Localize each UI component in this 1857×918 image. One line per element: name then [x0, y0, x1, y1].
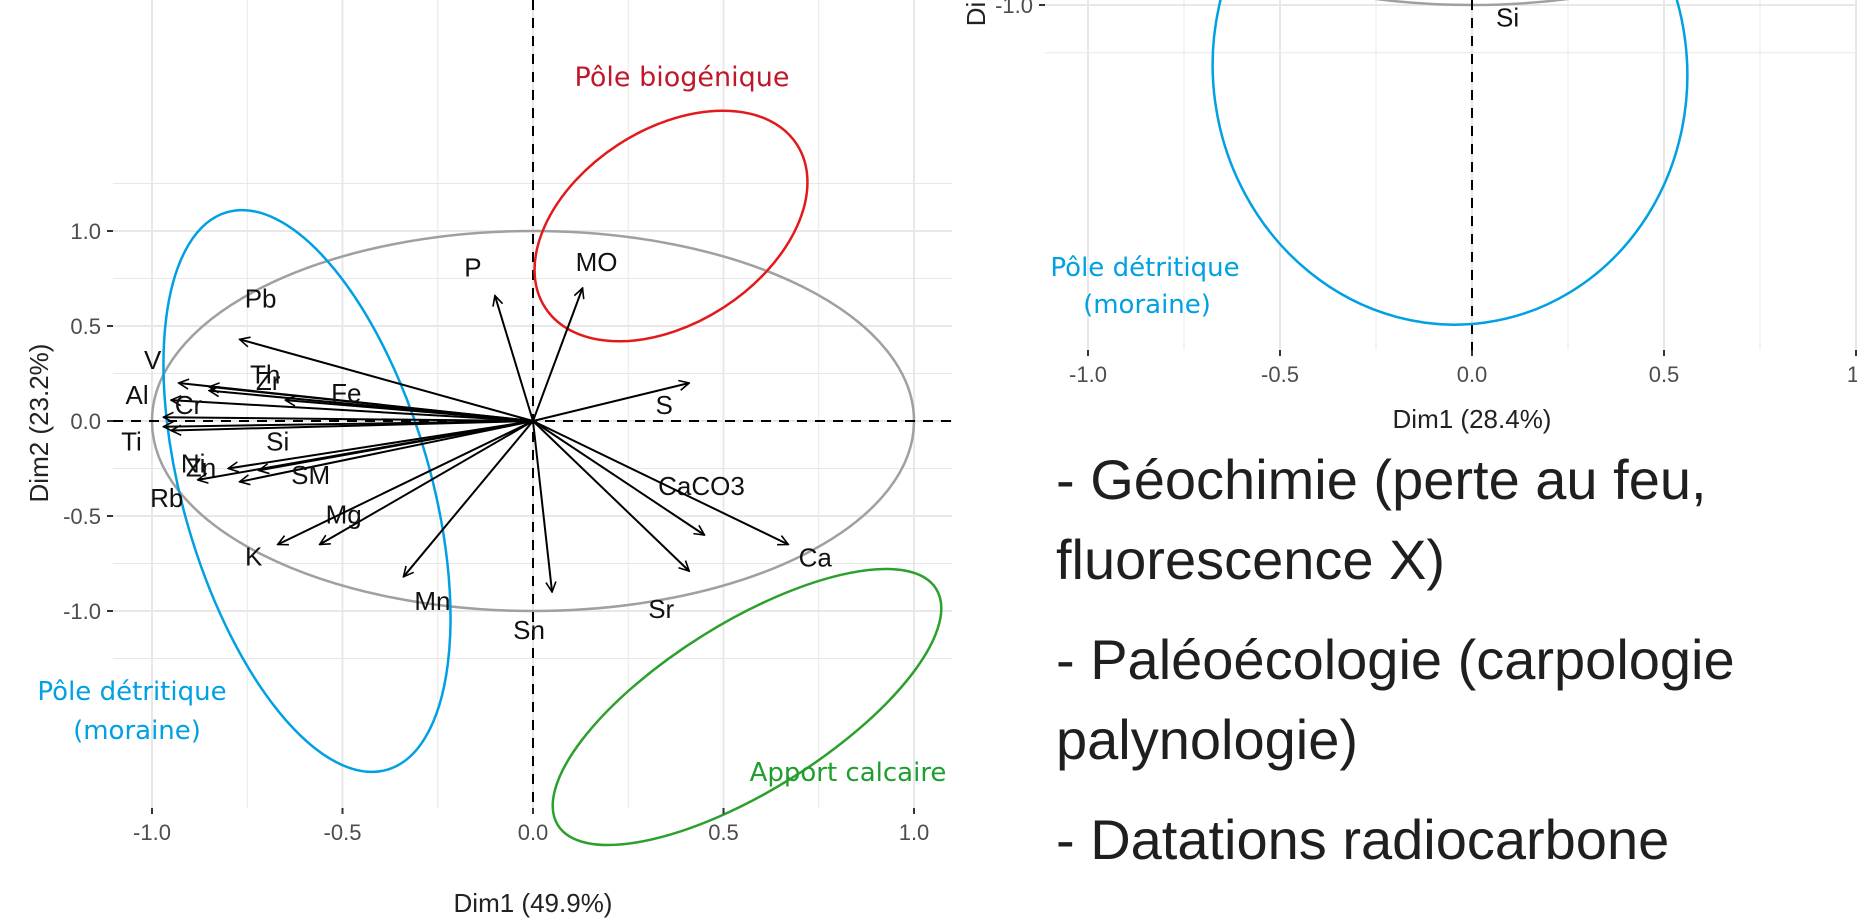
loading-arrow-rb — [198, 420, 534, 480]
variable-label: Ni — [181, 449, 206, 479]
x-tick-label: 0.5 — [1649, 362, 1680, 387]
variable-label: SM — [291, 460, 330, 490]
variable-label: Fe — [331, 378, 361, 408]
x-axis-title-right: Dim1 (28.4%) — [1393, 404, 1552, 434]
group-label-detritic-left: Pôle détritique — [37, 677, 226, 707]
loading-arrow-sn — [532, 420, 552, 592]
y-tick-label: 1.0 — [70, 219, 101, 244]
variable-label: CaCO3 — [658, 471, 745, 501]
loading-arrow-mg — [320, 420, 534, 545]
bullet-line: palynologie) — [1056, 708, 1358, 771]
variable-label: Si — [1496, 3, 1519, 33]
variable-label: P — [464, 253, 481, 283]
variable-label: Rb — [150, 483, 183, 513]
loading-arrow-ca — [532, 420, 788, 545]
bullet-geochemistry: - Géochimie (perte au feu, fluorescence … — [1056, 440, 1856, 600]
variable-label: MO — [576, 247, 618, 277]
loading-arrow-al — [171, 400, 534, 422]
group-label-detritic-left-2: (moraine) — [73, 716, 201, 746]
bullet-line: - Géochimie (perte au feu, — [1056, 448, 1707, 511]
group-label-calcaire: Apport calcaire — [750, 758, 947, 788]
x-tick-label: 0.0 — [1457, 362, 1488, 387]
loading-arrow-cr — [163, 417, 534, 421]
group-ellipse — [1211, 0, 1689, 326]
loading-arrow-k — [278, 420, 534, 545]
loading-arrow-pb — [240, 339, 534, 422]
y-tick-label: -1.0 — [995, 0, 1033, 18]
variable-label: Th — [250, 360, 280, 390]
variable-label: K — [245, 542, 263, 572]
x-tick-label: 1.0 — [899, 820, 930, 845]
variable-label: Al — [125, 380, 148, 410]
x-tick-label: 0.0 — [518, 820, 549, 845]
y-axis-title-right: Di — [961, 2, 991, 27]
x-tick-label: -1.0 — [133, 820, 171, 845]
variable-label: Sn — [513, 615, 545, 645]
method-bullet-list: - Géochimie (perte au feu, fluorescence … — [1056, 440, 1856, 880]
variable-label: Si — [266, 426, 289, 456]
group-label-detritic-right: Pôle détritique — [1050, 253, 1239, 283]
variable-label: Cr — [175, 390, 203, 420]
x-tick-label: 0.5 — [708, 820, 739, 845]
variable-label: Mg — [326, 500, 362, 530]
y-tick-label: 0.5 — [70, 314, 101, 339]
y-tick-label: -1.0 — [63, 599, 101, 624]
variable-label: Pb — [245, 283, 277, 313]
loading-arrow-mn — [403, 420, 534, 577]
group-label-detritic-right-2: (moraine) — [1083, 290, 1211, 320]
x-tick-label: -0.5 — [324, 820, 362, 845]
variable-label: Mn — [414, 586, 450, 616]
x-tick-label: 1. — [1847, 362, 1857, 387]
bullet-line: - Datations radiocarbone — [1056, 808, 1670, 871]
group-ellipse — [551, 567, 943, 847]
loading-arrow-s — [532, 383, 689, 422]
plot-panel — [1045, 0, 1857, 350]
variable-label: S — [656, 390, 673, 420]
group-ellipse — [533, 109, 809, 343]
variable-label: V — [144, 345, 162, 375]
y-tick-label: -0.5 — [63, 504, 101, 529]
pca-chart-right: NiCrAlMgRbKSi-1.0-0.50.00.51.-0.5-1.0 — [995, 0, 1857, 387]
group-ellipse — [162, 208, 452, 774]
loading-arrow-sm — [240, 420, 534, 482]
loading-arrow-mo — [532, 288, 583, 422]
loading-arrow-zn — [171, 420, 534, 431]
x-tick-label: -0.5 — [1261, 362, 1299, 387]
x-tick-label: -1.0 — [1069, 362, 1107, 387]
loading-arrow-p — [495, 296, 534, 422]
bullet-line: fluorescence X) — [1056, 528, 1446, 591]
bullet-radiocarbon: - Datations radiocarbone — [1056, 800, 1856, 880]
bullet-paleoecology: - Paléoécologie (carpologie palynologie) — [1056, 620, 1856, 780]
bullet-line: - Paléoécologie (carpologie — [1056, 628, 1735, 691]
y-axis-title-left: Dim2 (23.2%) — [24, 344, 54, 503]
variable-label: Zr — [256, 366, 281, 396]
variable-label: Sr — [648, 594, 674, 624]
group-label-biogenic: Pôle biogénique — [575, 62, 790, 93]
x-axis-title-left: Dim1 (49.9%) — [454, 888, 613, 918]
variable-label: Ca — [799, 543, 833, 573]
loading-arrow-caco3 — [532, 420, 704, 535]
loading-arrow-fe — [285, 400, 534, 422]
variable-label: Ti — [121, 427, 142, 457]
loading-arrow-sr — [532, 420, 689, 571]
y-tick-label: 0.0 — [70, 409, 101, 434]
